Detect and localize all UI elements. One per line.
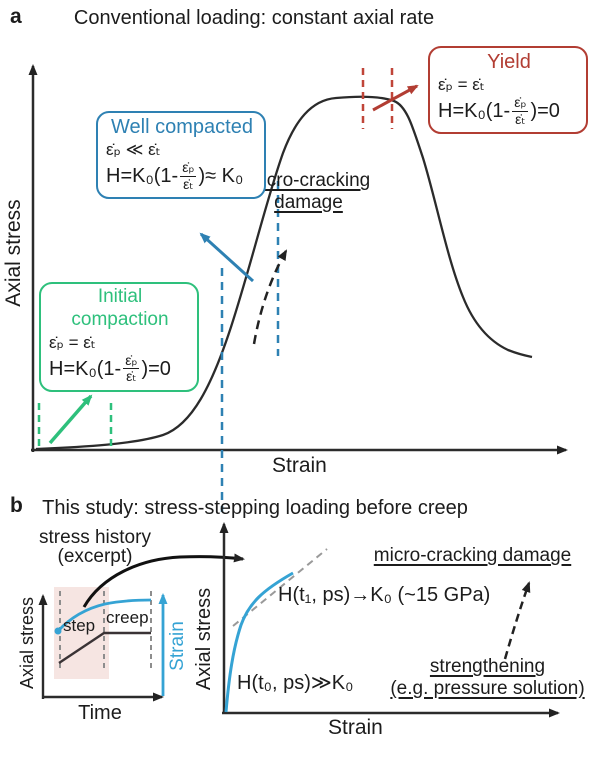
eq2-frac-num: ε̇ₚ [123,351,140,370]
b-inset-y-axis-label: Axial stress [17,596,37,690]
panel-a-label: a [10,5,22,28]
eq2-prefix: H=K₀(1- [438,100,511,123]
a-red-yield-arrow [372,84,419,112]
eq2-fraction: ε̇ₚ ε̇ₜ [512,94,529,127]
panel-b-label: b [10,494,23,517]
initial-compaction-box: Initial compaction ε̇ₚ = ε̇ₜ H=K₀(1- ε̇ₚ… [39,282,199,392]
b-h-t0-annotation: H(t₀, ps)≫K₀ [237,672,354,694]
eq2-suffix: )≈ K₀ [198,165,244,188]
b-inset-step-label: step [63,616,96,635]
yield-eq2: H=K₀(1- ε̇ₚ ε̇ₜ )=0 [438,94,580,127]
eq2-prefix: H=K₀(1- [106,165,179,188]
yield-box: Yield ε̇ₚ = ε̇ₜ H=K₀(1- ε̇ₚ ε̇ₜ )=0 [428,46,588,135]
a-x-axis-label: Strain [272,454,327,477]
eq2-frac-den: ε̇ₜ [515,110,526,127]
a-y-axis-label: Axial stress [2,199,25,307]
well-compacted-box: Well compacted ε̇ₚ ≪ ε̇ₜ H=K₀(1- ε̇ₚ ε̇ₜ… [96,111,266,200]
eq2-prefix: H=K₀(1- [49,357,122,380]
well-compacted-title: Well compacted [111,116,253,138]
b-inset-step-point [54,627,62,635]
b-micro-cracking-annotation: micro-cracking damage [355,545,590,567]
yield-title: Yield [487,51,531,73]
eq2-suffix: )=0 [141,357,171,380]
b-inset-creep-label: creep [106,608,149,627]
initial-compaction-title: Initial compaction [71,286,169,330]
b-inset-x-axis-label: Time [78,702,122,724]
b-strengthening-line2: (e.g. pressure solution) [390,677,585,699]
a-micro-cracking-line1: micro-cracking [246,170,371,191]
b-strengthening-dashed-arrow [503,581,531,660]
eq2-frac-den: ε̇ₜ [183,175,194,192]
panel-b-title: This study: stress-stepping loading befo… [42,497,468,519]
well-compacted-eq2: H=K₀(1- ε̇ₚ ε̇ₜ )≈ K₀ [106,159,258,192]
eq2-frac-num: ε̇ₚ [180,159,197,177]
initial-compaction-eq1: ε̇ₚ = ε̇ₜ [49,332,96,352]
b-inset-strain-axis-label: Strain [167,621,188,671]
b-strengthening-annotation: strengthening (e.g. pressure solution) [375,656,600,700]
eq2-suffix: )=0 [530,100,560,123]
a-micro-cracking-line2: damage [274,191,343,213]
b-stress-history-caption: stress history (excerpt) [25,528,165,566]
eq2-frac-den: ε̇ₜ [126,368,137,385]
b-h-t1-annotation: H(t₁, ps)→K₀ (~15 GPa) [278,584,491,606]
b-main-y-axis-label: Axial stress [193,587,215,691]
well-compacted-eq1: ε̇ₚ ≪ ε̇ₜ [106,140,161,159]
a-micro-cracking-annotation: micro-cracking damage [236,170,381,214]
panel-a-title: Conventional loading: constant axial rat… [73,7,435,29]
caption-line2: (excerpt) [57,546,133,567]
a-micro-cracking-dashed-arrow [252,249,288,345]
caption-line1: stress history [39,527,151,548]
b-micro-cracking-text: micro-cracking damage [373,545,572,566]
eq2-fraction: ε̇ₚ ε̇ₜ [123,351,140,385]
b-main-x-axis-label: Strain [328,716,383,739]
b-strengthening-line1: strengthening [429,656,546,677]
eq2-frac-num: ε̇ₚ [512,94,529,112]
a-green-arrow [48,394,93,445]
initial-compaction-eq2: H=K₀(1- ε̇ₚ ε̇ₜ )=0 [49,351,191,385]
eq2-fraction: ε̇ₚ ε̇ₜ [180,159,197,192]
yield-eq1: ε̇ₚ = ε̇ₜ [438,75,485,94]
b-inset-stress-line [58,631,151,664]
a-blue-arrow [199,232,255,283]
